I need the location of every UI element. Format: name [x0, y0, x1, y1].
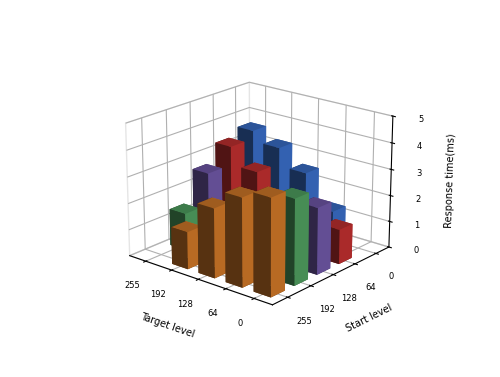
Y-axis label: Start level: Start level	[344, 302, 394, 334]
X-axis label: Target level: Target level	[140, 312, 196, 339]
